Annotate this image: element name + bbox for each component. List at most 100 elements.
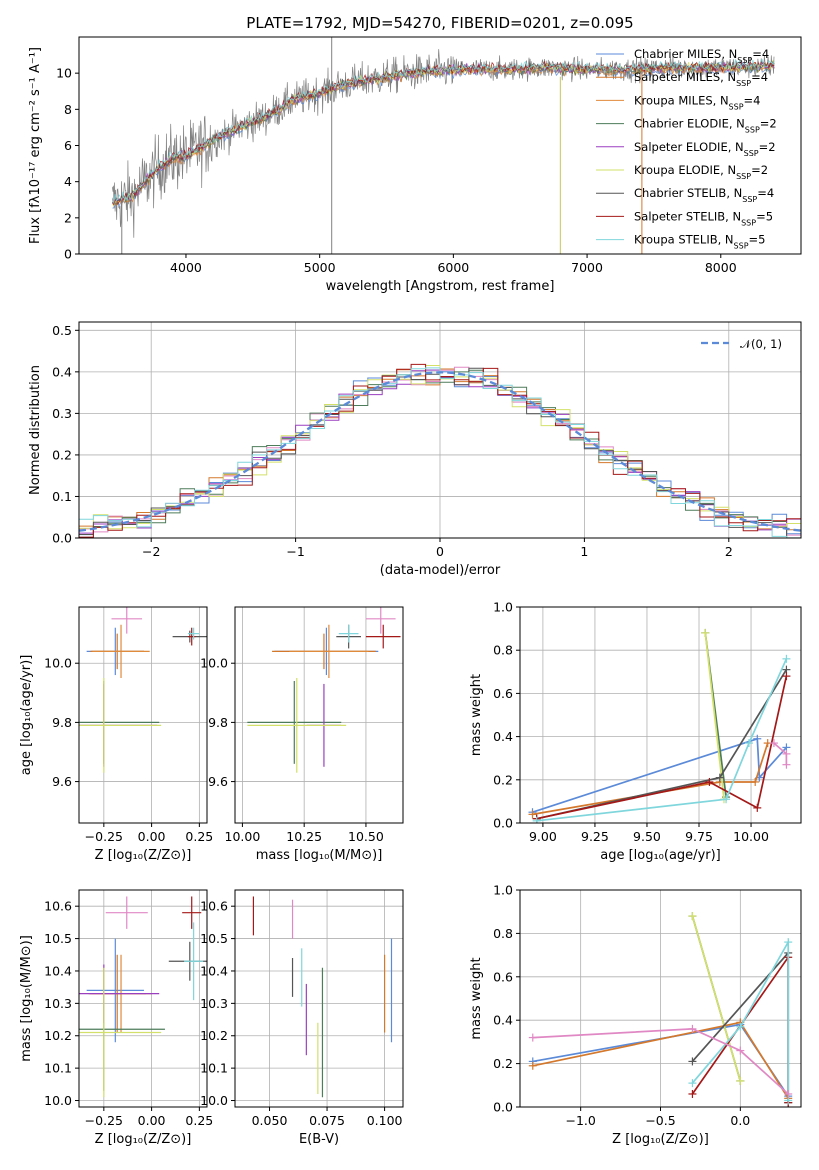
x-axis-label: E(B-V) — [299, 1132, 339, 1147]
y-tick-label: 4 — [64, 174, 72, 189]
weight-marker — [753, 734, 762, 743]
legend-entry-1: Salpeter MILES, NSSP=4 — [634, 70, 768, 88]
y-tick-label: 10 — [56, 66, 72, 81]
x-axis-label: Z [log₁₀(Z/Z⊙)] — [612, 1132, 709, 1147]
plot-area — [247, 607, 401, 773]
plot-area — [79, 607, 207, 773]
chart-age-vs-z: −0.25 0.00 0.25 9.6 9.8 10.0 Z [log₁₀(Z/Z⊙)] ag… — [19, 606, 213, 863]
x-axis-label: wavelength [Angstrom, rest frame] — [326, 279, 555, 294]
x-tick-label: 9.50 — [633, 829, 661, 844]
y-tick-label: 0.4 — [493, 729, 513, 744]
y-axis-label: age [log₁₀(age/yr)] — [19, 655, 34, 776]
normal-reference-curve — [79, 371, 801, 532]
weight-marker — [769, 739, 778, 748]
plot-area — [252, 896, 393, 1098]
weight-series-3 — [691, 915, 742, 1082]
errorbar-point-8 — [184, 922, 204, 1001]
weight-marker — [784, 1089, 793, 1098]
x-tick-label: 10.25 — [286, 829, 322, 844]
legend-entry-normal: 𝒩(0, 1) — [740, 337, 782, 351]
x-axis-label: Z [log₁₀(Z/Z⊙)] — [95, 848, 192, 863]
y-tick-label: 0.2 — [52, 447, 72, 462]
errorbar-point-8 — [338, 624, 359, 643]
y-tick-label: 10.3 — [44, 996, 72, 1011]
weight-series-5 — [536, 675, 788, 820]
chart-spectrum: Chabrier MILES, NSSP=4 Salpeter MILES, NS… — [28, 36, 802, 294]
y-tick-label: 10.2 — [200, 1028, 228, 1043]
x-tick-label: 0.0 — [730, 1113, 750, 1128]
weight-series-6 — [691, 938, 790, 1101]
weight-marker — [688, 1024, 697, 1033]
errorbar-point-9 — [365, 607, 396, 634]
weight-marker — [528, 810, 537, 819]
x-tick-label: 2 — [725, 544, 733, 559]
weight-marker — [705, 777, 714, 786]
weight-series-0 — [532, 737, 788, 814]
y-tick-label: 10.5 — [44, 931, 72, 946]
weight-marker — [782, 760, 791, 769]
axes-frame — [78, 889, 208, 1108]
plot-area — [528, 628, 791, 823]
y-axis-label: mass weight — [469, 674, 484, 756]
legend-entry-0: Chabrier MILES, NSSP=4 — [634, 47, 769, 65]
weight-series-7 — [532, 1028, 789, 1095]
weight-marker — [782, 749, 791, 758]
y-tick-label: 0.3 — [52, 406, 72, 421]
y-tick-label: 10.3 — [200, 996, 228, 1011]
errorbar-point-7 — [182, 896, 202, 929]
y-tick-label: 0.1 — [52, 489, 72, 504]
errorbar-point-3 — [247, 680, 342, 764]
weight-marker — [782, 654, 791, 663]
x-axis-label: age [log₁₀(age/yr)] — [600, 848, 721, 863]
errorbar-point-9 — [105, 896, 148, 929]
y-tick-label: 10.0 — [200, 1093, 228, 1108]
x-axis-label: mass [log₁₀(M/M⊙)] — [256, 848, 383, 863]
legend-entry-4: Salpeter ELODIE, NSSP=2 — [634, 140, 776, 158]
y-tick-label: 0.8 — [493, 643, 513, 658]
y-tick-label: 10.4 — [44, 963, 72, 978]
y-tick-label: 10.1 — [200, 1061, 228, 1076]
y-tick-label: 0.0 — [52, 531, 72, 546]
x-tick-label: 0.100 — [367, 1113, 403, 1128]
weight-marker — [722, 795, 731, 804]
weight-marker — [753, 803, 762, 812]
chart-weight-vs-z: −1.0 −0.5 0.0 0.0 0.2 0.4 0.6 0.8 1.0 Z [log₁₀(Z/… — [469, 883, 802, 1147]
errorbar-point-7 — [365, 624, 401, 649]
x-tick-label: 9.75 — [685, 829, 713, 844]
x-tick-label: 6000 — [437, 260, 469, 275]
y-tick-label: 9.8 — [208, 715, 228, 730]
x-tick-label: 0.00 — [138, 1113, 166, 1128]
weight-marker — [782, 672, 791, 681]
x-tick-label: 1 — [580, 544, 588, 559]
y-tick-label: 9.6 — [208, 774, 228, 789]
x-tick-label: 0.050 — [252, 1113, 288, 1128]
chart-weight-vs-age: 9.00 9.25 9.50 9.75 10.00 0.0 0.2 0.4 0.6 0.8 1.0 a… — [469, 600, 802, 863]
weight-series-6 — [536, 658, 788, 822]
x-tick-label: −0.25 — [85, 829, 123, 844]
x-tick-label: −0.25 — [85, 1113, 123, 1128]
y-tick-label: 0.6 — [493, 969, 513, 984]
x-tick-label: 8000 — [705, 260, 737, 275]
errorbar-point-0 — [86, 938, 144, 1043]
y-tick-label: 10.4 — [200, 963, 228, 978]
errorbar-point-5 — [79, 967, 162, 1098]
y-tick-label: 1.0 — [493, 600, 513, 615]
x-tick-label: 4000 — [170, 260, 202, 275]
legend-entry-8: Kroupa STELIB, NSSP=5 — [634, 233, 765, 251]
x-tick-label: 9.25 — [581, 829, 609, 844]
axes-frame — [234, 889, 404, 1108]
x-tick-label: 0.075 — [309, 1113, 345, 1128]
errorbar-point-8 — [187, 627, 200, 640]
weight-marker — [688, 1079, 697, 1088]
y-tick-label: 0.2 — [493, 1056, 513, 1071]
errorbar-point-7 — [187, 627, 196, 646]
x-axis-label: Z [log₁₀(Z/Z⊙)] — [95, 1132, 192, 1147]
weight-marker — [715, 773, 724, 782]
y-tick-label: 10.0 — [44, 656, 72, 671]
weight-marker — [528, 1033, 537, 1042]
y-tick-label: 10.6 — [200, 899, 228, 914]
x-tick-label: 9.00 — [529, 829, 557, 844]
legend-entry-3: Chabrier ELODIE, NSSP=2 — [634, 117, 777, 135]
plot-area — [528, 912, 793, 1107]
